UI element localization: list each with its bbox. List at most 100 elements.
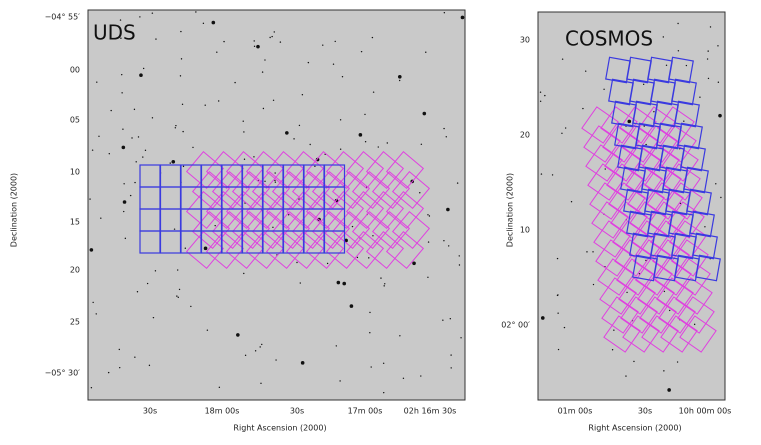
star: [174, 228, 175, 229]
star: [203, 23, 204, 24]
star: [176, 295, 177, 296]
star: [122, 146, 126, 150]
star: [626, 292, 627, 293]
star: [134, 357, 135, 358]
star: [98, 136, 99, 137]
star: [274, 180, 275, 181]
star: [370, 366, 371, 367]
star: [137, 291, 138, 292]
star: [155, 38, 156, 39]
star: [419, 192, 420, 193]
star: [123, 200, 127, 204]
x-axis-label: Right Ascension (2000): [233, 424, 326, 433]
star: [443, 128, 444, 129]
star: [195, 11, 196, 12]
x-tick-label: 01m 00s: [558, 407, 593, 416]
star: [214, 225, 215, 226]
y-tick-label: 00: [70, 66, 80, 75]
star: [92, 149, 93, 150]
star: [450, 367, 451, 368]
star: [383, 363, 384, 364]
star: [380, 277, 381, 278]
star: [625, 375, 626, 376]
star: [564, 327, 565, 328]
star: [369, 332, 370, 333]
star: [421, 144, 422, 145]
star: [720, 197, 721, 198]
star: [443, 240, 444, 241]
star: [152, 12, 153, 13]
star: [428, 241, 429, 242]
star: [352, 226, 353, 227]
star: [378, 146, 379, 147]
star: [593, 284, 594, 285]
star: [333, 64, 334, 65]
star: [336, 345, 337, 346]
star: [234, 82, 235, 83]
star: [256, 45, 260, 49]
star: [261, 344, 262, 345]
y-axis-label: Declination (2000): [506, 173, 515, 247]
star: [181, 58, 182, 59]
star: [263, 108, 264, 109]
star: [412, 261, 416, 265]
star: [149, 365, 150, 366]
star: [663, 36, 664, 37]
star: [585, 70, 586, 71]
star: [403, 378, 404, 379]
star: [121, 92, 122, 93]
star: [272, 227, 273, 228]
star: [223, 41, 224, 42]
star: [557, 258, 558, 259]
y-tick-label: −05° 30′: [45, 369, 81, 378]
star: [694, 324, 695, 325]
star: [627, 120, 631, 124]
star: [558, 349, 559, 350]
star: [613, 330, 614, 331]
star: [653, 111, 654, 112]
star: [139, 73, 143, 77]
star: [457, 182, 458, 183]
star: [134, 109, 135, 110]
star: [423, 112, 427, 116]
star: [275, 359, 276, 360]
star: [420, 375, 421, 376]
star: [339, 380, 340, 381]
star: [245, 355, 246, 356]
y-tick-label: 20: [70, 266, 80, 275]
star: [308, 62, 309, 63]
star: [136, 161, 137, 162]
y-tick-label: 30: [520, 36, 530, 45]
star: [254, 46, 255, 47]
star: [109, 153, 110, 154]
star: [664, 291, 665, 292]
star: [359, 133, 363, 137]
star: [350, 304, 354, 308]
star: [645, 144, 646, 145]
y-tick-label: 25: [70, 318, 80, 327]
star: [280, 41, 281, 42]
star: [678, 50, 679, 51]
star: [273, 100, 274, 101]
star: [540, 101, 541, 102]
star: [699, 97, 700, 98]
star: [707, 58, 708, 59]
star: [384, 283, 385, 284]
star: [275, 181, 276, 182]
star: [557, 312, 558, 313]
star: [122, 129, 123, 130]
star: [571, 201, 572, 202]
star: [108, 372, 109, 373]
star: [541, 316, 545, 320]
star: [704, 226, 705, 227]
star: [204, 247, 208, 251]
star: [544, 95, 545, 96]
star: [373, 91, 374, 92]
star: [372, 37, 373, 38]
star: [425, 52, 426, 53]
x-axis-label: Right Ascension (2000): [588, 424, 681, 433]
y-tick-label: 02° 00′: [501, 321, 530, 330]
star: [96, 81, 97, 82]
star: [340, 119, 341, 120]
star: [301, 361, 305, 365]
